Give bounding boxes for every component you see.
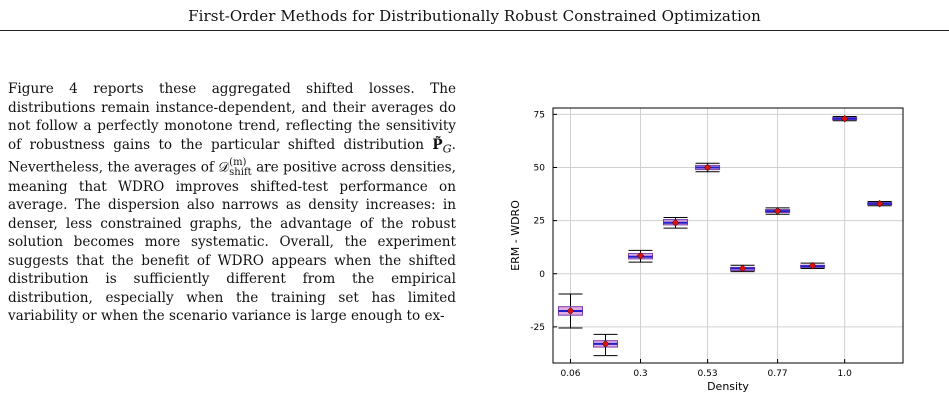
mean-marker	[601, 340, 610, 348]
mean-marker	[773, 207, 782, 215]
math-superscript-m: (m)	[229, 156, 247, 168]
paragraph-text-3: are positive across densities, meaning t…	[8, 159, 456, 325]
paragraph-text-2: . Nevertheless, the averages of	[8, 136, 456, 176]
y-tick-label: -25	[530, 323, 545, 333]
x-tick-label: 1.0	[838, 369, 853, 379]
y-tick-label: 75	[534, 110, 545, 120]
x-tick-label: 0.77	[768, 369, 788, 379]
mean-marker	[808, 261, 817, 270]
math-subscript-g: G	[442, 141, 452, 156]
y-tick-label: 50	[534, 164, 546, 174]
mean-marker	[566, 307, 575, 315]
y-axis-label: ERM - WDRO	[509, 200, 522, 271]
header-title: First-Order Methods for Distributionally…	[188, 7, 761, 25]
mean-marker	[671, 218, 680, 227]
plot-frame	[552, 107, 904, 364]
chart-svg: 0.06 0.3 0.53 0.77 1.0 -25 0 25 50 75 Density ERM -…	[509, 107, 904, 393]
math-p-tilde: P̃	[432, 136, 443, 153]
mean-marker	[738, 264, 747, 273]
x-tick-label: 0.53	[698, 369, 718, 379]
y-tick-label: 0	[539, 270, 545, 280]
paragraph-text-1: Figure 4 reports these aggregated shifte…	[8, 81, 456, 153]
mean-marker	[703, 163, 712, 172]
running-header: First-Order Methods for Distributionally…	[0, 0, 949, 31]
math-subscript-shift: shift	[229, 166, 252, 178]
figure-boxplot: 0.06 0.3 0.53 0.77 1.0 -25 0 25 50 75 Density ERM -…	[505, 100, 905, 400]
x-tick-label: 0.3	[633, 369, 647, 379]
mean-marker	[636, 251, 645, 260]
body-paragraph: Figure 4 reports these aggregated shifte…	[8, 80, 456, 326]
y-tick-label: 25	[534, 217, 545, 227]
mean-marker	[840, 114, 849, 123]
mean-marker	[875, 199, 884, 208]
x-axis-label: Density	[707, 380, 749, 393]
math-d-shift: 𝒟	[218, 159, 230, 176]
x-tick-label: 0.06	[560, 369, 580, 379]
